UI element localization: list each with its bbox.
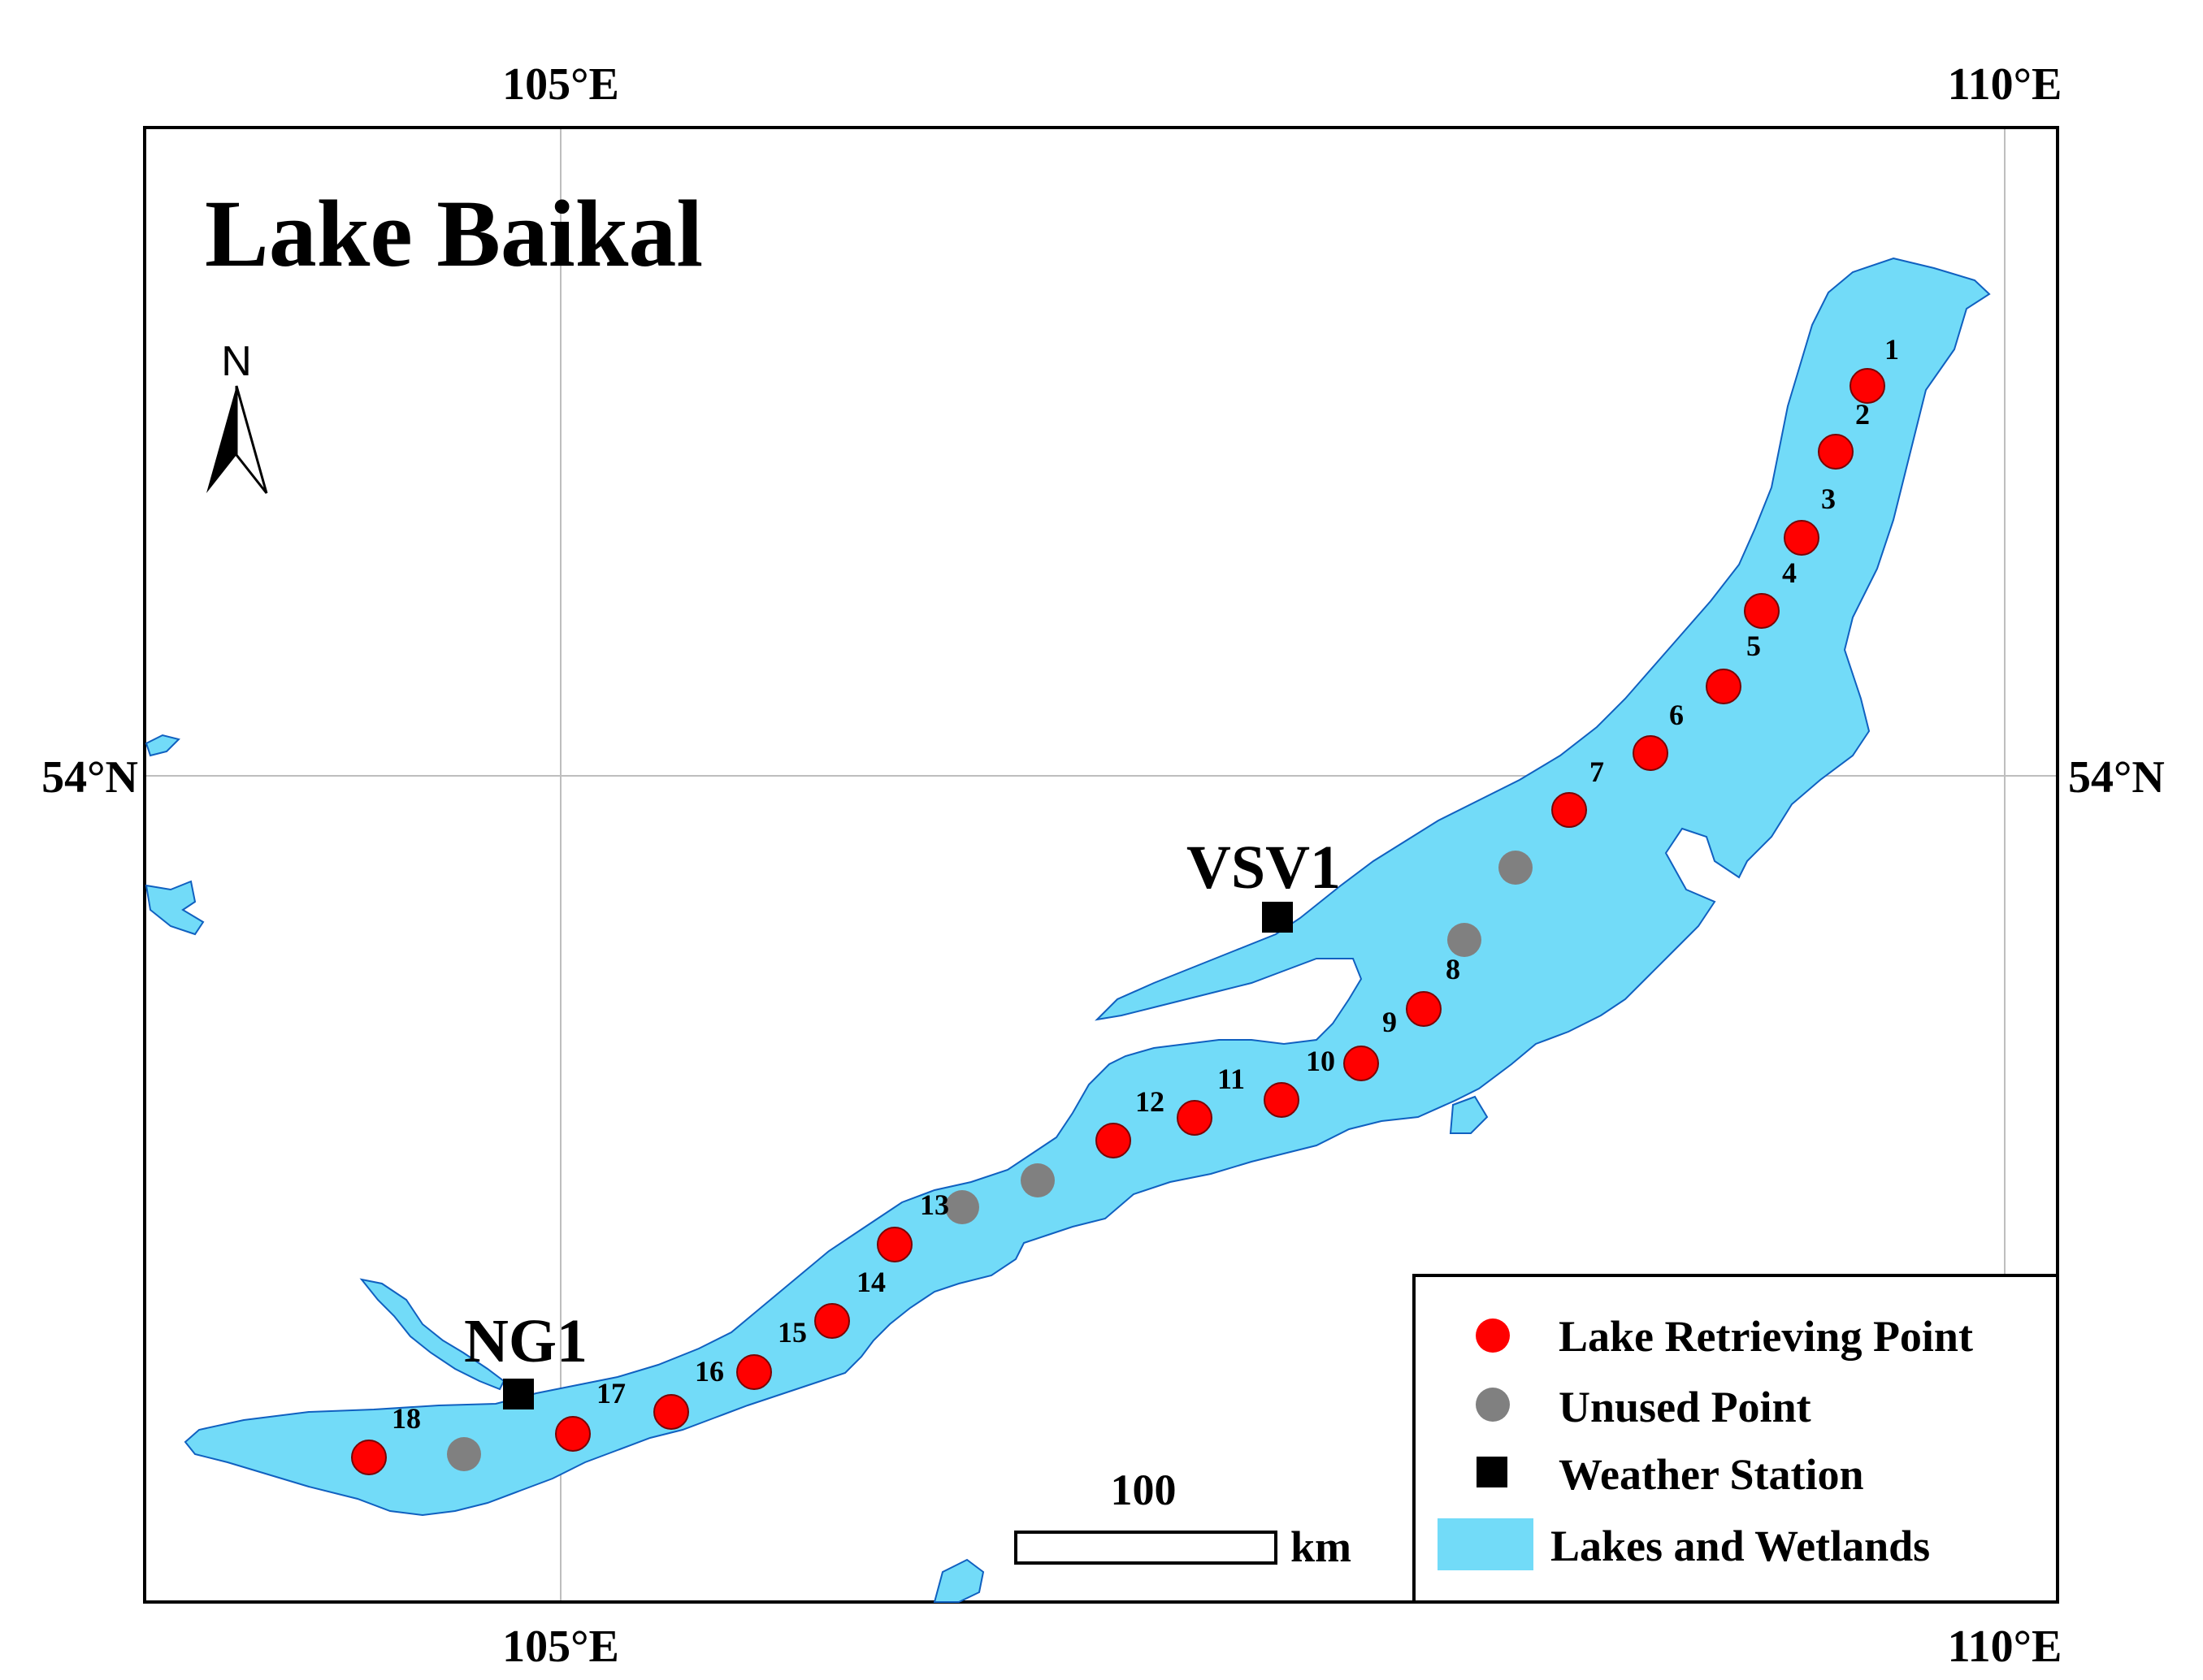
map-frame (143, 126, 2059, 1604)
lake-baikal-shape (184, 257, 1991, 1517)
legend-symbol-unused-point (1476, 1388, 1510, 1422)
unused-points (447, 851, 1533, 1471)
retrieving-point-2 (1818, 434, 1854, 470)
retrieving-point-14 (814, 1303, 850, 1339)
legend-label-lakes-wetlands: Lakes and Wetlands (1550, 1522, 1930, 1570)
point-label-12: 12 (1135, 1085, 1164, 1118)
wetland-left-1 (145, 880, 205, 936)
legend-symbol-weather-station (1477, 1457, 1507, 1487)
point-label-1: 1 (1884, 333, 1899, 366)
point-label-17: 17 (596, 1377, 626, 1409)
wetland-left-2 (145, 734, 180, 757)
point-label-8: 8 (1446, 953, 1460, 985)
retrieving-point-5 (1706, 669, 1741, 704)
north-arrow-icon-outline (235, 385, 268, 494)
point-label-6: 6 (1669, 699, 1684, 731)
lat-label-left-54: 54°N (41, 752, 138, 803)
lon-label-top-105: 105°E (502, 59, 619, 110)
legend-label-weather-station: Weather Station (1559, 1450, 1864, 1499)
map-title: Lake Baikal (205, 180, 703, 287)
lon-label-bottom-105: 105°E (502, 1622, 619, 1672)
unused-point (447, 1437, 481, 1471)
point-label-13: 13 (920, 1189, 949, 1221)
point-label-3: 3 (1821, 483, 1836, 515)
scale-bar-unit: km (1290, 1522, 1351, 1571)
point-label-2: 2 (1855, 398, 1870, 431)
scale-bar-value: 100 (1111, 1466, 1177, 1514)
weather-station-vsv1 (1262, 902, 1293, 933)
retrieving-point-16 (653, 1394, 689, 1430)
island-wetland-1 (1449, 1095, 1489, 1134)
retrieving-point-8 (1406, 991, 1442, 1027)
legend-label-unused-point: Unused Point (1559, 1383, 1811, 1431)
lat-label-right-54: 54°N (2068, 752, 2165, 803)
north-arrow-label: N (221, 338, 252, 385)
retrieving-point-3 (1784, 520, 1819, 556)
unused-point (1498, 851, 1533, 885)
retrieving-point-4 (1744, 593, 1780, 629)
river-inlet-ng1 (359, 1278, 505, 1391)
retrieving-point-12 (1095, 1123, 1131, 1158)
weather-station-label-ng1: NG1 (464, 1307, 588, 1375)
unused-point (1447, 923, 1481, 957)
scale-bar-rect (1014, 1531, 1277, 1565)
legend: Lake Retrieving Point Unused Point Weath… (1412, 1274, 2059, 1604)
retrieving-point-17 (555, 1416, 591, 1452)
point-label-7: 7 (1589, 756, 1604, 788)
point-label-5: 5 (1746, 630, 1761, 662)
island-wetland-2 (933, 1558, 985, 1603)
point-label-18: 18 (392, 1402, 421, 1435)
retrieving-point-11 (1177, 1100, 1212, 1136)
point-label-14: 14 (856, 1266, 886, 1298)
scale-bar: 100 km (1014, 1466, 1351, 1571)
north-arrow: N (206, 338, 268, 494)
retrieving-point-1 (1850, 368, 1885, 404)
lon-label-top-110: 110°E (1948, 59, 2062, 110)
retrieving-point-10 (1264, 1082, 1299, 1118)
point-label-16: 16 (695, 1355, 724, 1388)
legend-box (1412, 1274, 2059, 1604)
point-label-11: 11 (1217, 1063, 1245, 1095)
retrieving-point-13 (877, 1227, 913, 1262)
legend-symbol-lakes-wetlands (1438, 1518, 1533, 1570)
lon-label-bottom-110: 110°E (1948, 1622, 2062, 1672)
weather-stations: VSV1 NG1 (464, 834, 1341, 1409)
point-label-15: 15 (778, 1316, 807, 1349)
unused-point (945, 1190, 979, 1224)
retrieving-point-7 (1551, 792, 1587, 828)
lakes-and-wetlands (145, 257, 1991, 1603)
north-arrow-icon (206, 386, 236, 493)
retrieving-point-15 (736, 1354, 772, 1390)
point-label-4: 4 (1782, 556, 1797, 589)
retrieving-point-labels: 1 2 3 4 5 6 7 8 9 10 11 12 13 14 15 16 1… (392, 333, 1899, 1435)
retrieving-points (351, 368, 1885, 1475)
legend-label-retrieving-point: Lake Retrieving Point (1559, 1312, 1973, 1361)
retrieving-point-18 (351, 1440, 387, 1475)
weather-station-label-vsv1: VSV1 (1186, 834, 1341, 902)
retrieving-point-9 (1343, 1046, 1379, 1081)
point-label-9: 9 (1382, 1006, 1397, 1038)
unused-point (1021, 1163, 1055, 1197)
legend-symbol-retrieving-point (1476, 1318, 1510, 1353)
weather-station-ng1 (503, 1379, 534, 1409)
point-label-10: 10 (1306, 1045, 1335, 1077)
retrieving-point-6 (1633, 735, 1668, 771)
